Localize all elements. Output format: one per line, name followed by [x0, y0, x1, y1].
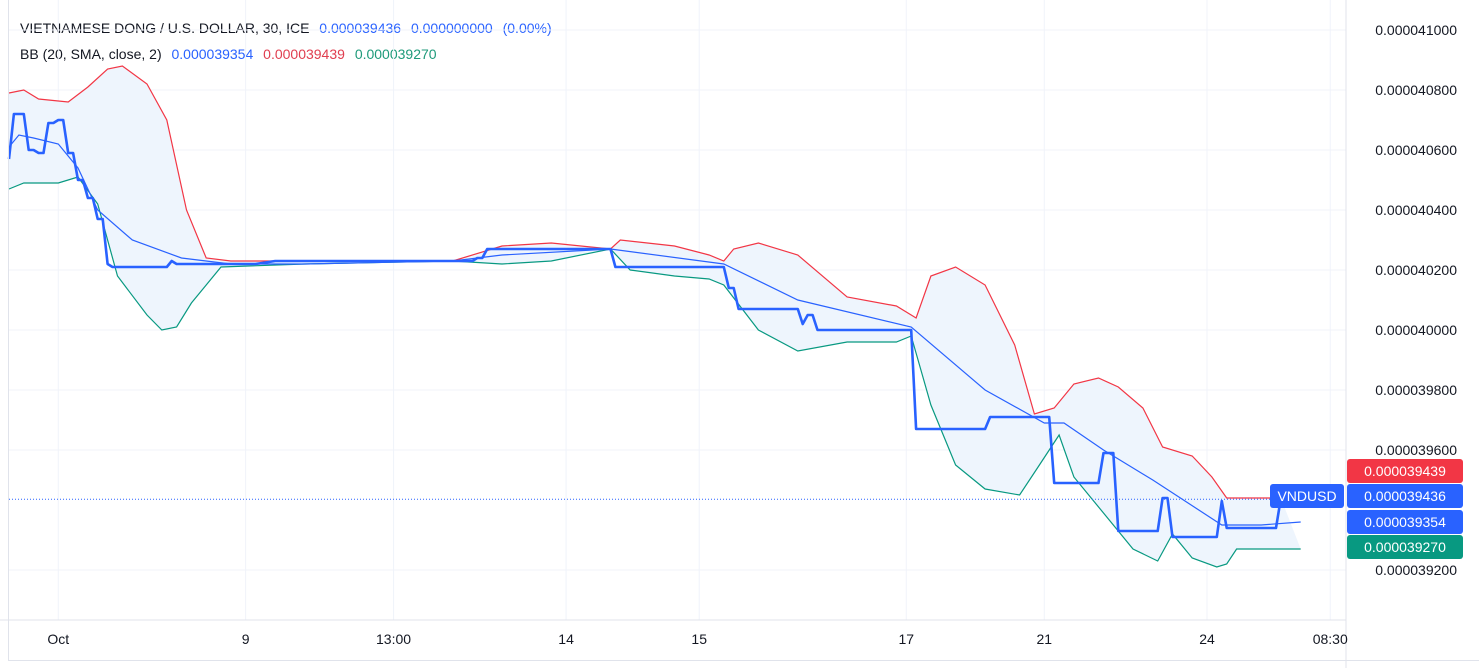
y-tick-label: 0.000040000 [1375, 322, 1457, 338]
price-tag-basis: 0.000039354 [1347, 510, 1463, 534]
price-tag-last-text: 0.000039436 [1364, 488, 1446, 504]
price-tag-symbol-text: VNDUSD [1277, 488, 1336, 504]
x-tick-label: 24 [1199, 631, 1215, 647]
x-tick-label: 14 [558, 631, 574, 647]
bb-lower-value: 0.000039270 [354, 46, 437, 62]
price-tag-last: 0.000039436 [1347, 484, 1463, 508]
price-tag-basis-text: 0.000039354 [1364, 514, 1446, 530]
bb-band-fill [9, 66, 1301, 567]
y-tick-label: 0.000041000 [1375, 22, 1457, 38]
change-value: 0.000000000 [410, 20, 493, 36]
x-tick-label: 15 [691, 631, 707, 647]
price-tag-symbol: VNDUSD [1270, 484, 1344, 508]
change-percent-value: (0.00%) [502, 20, 552, 36]
bb-legend: BB (20, SMA, close, 2) 0.000039354 0.000… [20, 46, 443, 62]
bb-upper-line [8, 65, 1281, 499]
symbol-title[interactable]: VIETNAMESE DONG / U.S. DOLLAR, 30, ICE [20, 20, 310, 36]
bb-upper-value: 0.000039439 [263, 46, 345, 62]
x-tick-label: 9 [242, 631, 250, 647]
symbol-legend: VIETNAMESE DONG / U.S. DOLLAR, 30, ICE 0… [20, 20, 558, 36]
y-tick-label: 0.000040800 [1375, 82, 1457, 98]
time-axis[interactable]: Oct 9 13:00 14 15 17 21 24 08:30 [47, 631, 1348, 647]
y-tick-label: 0.000039200 [1375, 562, 1457, 578]
last-price-value: 0.000039436 [319, 20, 402, 36]
y-tick-label: 0.000040200 [1375, 262, 1457, 278]
x-tick-label: 21 [1037, 631, 1053, 647]
bb-lower-line [8, 176, 1301, 568]
bb-indicator-label[interactable]: BB (20, SMA, close, 2) [20, 46, 162, 62]
x-tick-label: 13:00 [376, 631, 411, 647]
y-tick-label: 0.000039600 [1375, 442, 1457, 458]
price-tag-upper: 0.000039439 [1347, 459, 1463, 483]
price-line [7, 112, 1283, 539]
y-tick-label: 0.000040600 [1375, 142, 1457, 158]
x-tick-label: Oct [47, 631, 69, 647]
price-tag-lower-text: 0.000039270 [1364, 539, 1446, 555]
x-tick-label: 17 [898, 631, 914, 647]
price-tag-lower: 0.000039270 [1347, 535, 1463, 559]
y-tick-label: 0.000039800 [1375, 382, 1457, 398]
price-axis[interactable]: 0.000041000 0.000040800 0.000040600 0.00004… [1375, 22, 1457, 578]
chart-grid [9, 0, 1346, 620]
price-tag-upper-text: 0.000039439 [1364, 463, 1446, 479]
x-tick-label: 08:30 [1313, 631, 1348, 647]
bb-basis-value: 0.000039354 [171, 46, 254, 62]
y-tick-label: 0.000040400 [1375, 202, 1457, 218]
